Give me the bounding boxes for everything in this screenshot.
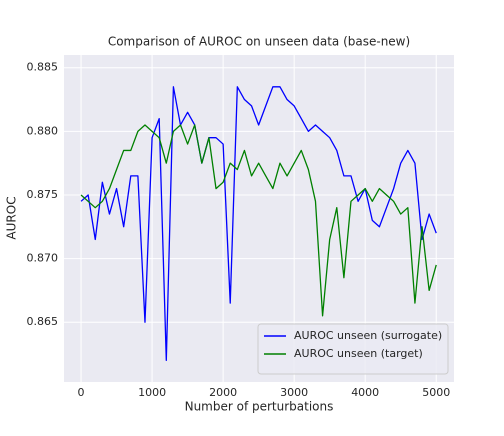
x-tick-label: 3000 bbox=[280, 386, 308, 399]
series-line bbox=[80, 86, 437, 362]
series-line bbox=[80, 124, 437, 317]
y-tick-label: 0.880 bbox=[27, 124, 59, 137]
y-tick-label: 0.885 bbox=[27, 61, 59, 74]
legend-label: AUROC unseen (target) bbox=[294, 347, 423, 360]
x-tick-label: 5000 bbox=[422, 386, 450, 399]
legend-label: AUROC unseen (surrogate) bbox=[294, 329, 442, 342]
x-tick-label: 4000 bbox=[351, 386, 379, 399]
x-tick-label: 1000 bbox=[138, 386, 166, 399]
x-axis-label: Number of perturbations bbox=[185, 400, 334, 414]
legend-box bbox=[257, 323, 449, 375]
legend: AUROC unseen (surrogate) AUROC unseen (ta… bbox=[257, 323, 449, 375]
chart-title: Comparison of AUROC on unseen data (base… bbox=[108, 35, 410, 49]
y-axis-label: AUROC bbox=[5, 196, 19, 239]
x-tick-label: 2000 bbox=[209, 386, 237, 399]
y-tick-label: 0.865 bbox=[27, 315, 59, 328]
y-tick-label: 0.870 bbox=[27, 252, 59, 265]
y-tick-label: 0.875 bbox=[27, 188, 59, 201]
x-tick-label: 0 bbox=[78, 386, 85, 399]
